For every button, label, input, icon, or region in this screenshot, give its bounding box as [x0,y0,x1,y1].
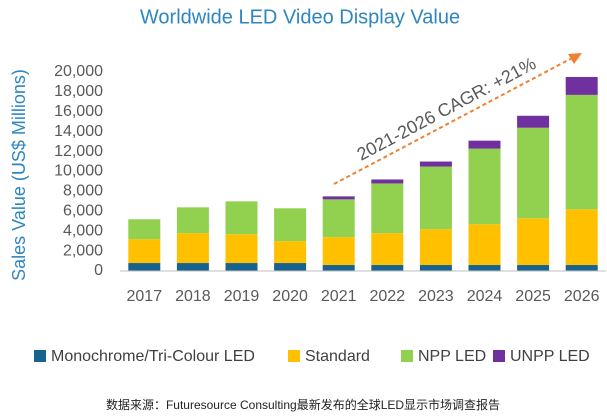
bar-segment [371,183,404,234]
bar-segment [322,237,355,266]
bar-segment [322,265,355,271]
x-tick-label: 2019 [224,288,260,305]
bar-segment [565,265,598,271]
bar-segment [468,140,501,149]
bar-segment [176,207,209,234]
x-tick-label: 2026 [564,288,600,305]
bar-segment [517,265,550,271]
y-tick-label: 0 [94,262,103,279]
bar-segment [225,263,258,271]
bar-segment [322,196,355,200]
x-tick-label: 2021 [321,288,357,305]
bar-segment [468,265,501,271]
legend-swatch [34,350,46,362]
y-tick-label: 20,000 [54,63,103,80]
y-tick-label: 18,000 [54,83,103,100]
y-tick-label: 2,000 [63,242,103,259]
bar-segment [176,233,209,264]
bar-segment [274,241,307,264]
legend-swatch [401,350,413,362]
bar-segment [225,234,258,264]
bar-segment [274,263,307,271]
legend-label: NPP LED [418,348,486,365]
x-tick-label: 2017 [127,288,163,305]
bar-segment [468,224,501,266]
bar-segment [274,208,307,242]
y-tick-label: 14,000 [54,123,103,140]
y-axis-label: Sales Value (US$ Millions) [9,69,29,281]
y-tick-label: 8,000 [63,183,103,200]
x-tick-label: 2020 [272,288,308,305]
y-tick-label: 16,000 [54,103,103,120]
bar-segment [225,201,258,235]
bar-segment [419,265,452,271]
x-tick-label: 2022 [370,288,406,305]
y-tick-label: 10,000 [54,163,103,180]
legend-swatch [493,350,505,362]
legend-label: Standard [305,348,370,365]
bar-segment [128,219,161,240]
bar-segment [468,148,501,225]
bar-segment [419,166,452,230]
bar-segment [565,209,598,266]
legend-label: UNPP LED [510,348,590,365]
arrow-head [568,53,582,64]
y-tick-label: 4,000 [63,222,103,239]
bar-segment [517,218,550,266]
legend-label: Monochrome/Tri-Colour LED [51,348,255,365]
legend-swatch [288,350,300,362]
bar-segment [371,265,404,271]
x-tick-label: 2024 [467,288,503,305]
y-tick-label: 6,000 [63,203,103,220]
bar-segment [565,94,598,210]
annotation: 2021-2026 CAGR: +21% [354,53,540,164]
bar-segment [419,161,452,167]
x-tick-label: 2023 [418,288,454,305]
chart-title: Worldwide LED Video Display Value [140,6,460,28]
bar-segment [517,127,550,219]
bar-segment [176,263,209,271]
trend-arrow [333,56,575,185]
bar-segment [565,76,598,95]
bar-segment [322,199,355,238]
bar-segment [371,233,404,266]
bar-segment [419,229,452,266]
bar-segment [371,179,404,184]
bar-segment [128,239,161,264]
x-tick-label: 2018 [175,288,211,305]
bar-segment [128,263,161,271]
y-tick-label: 12,000 [54,143,103,160]
source-note: 数据来源：Futuresource Consulting最新发布的全球LED显示… [106,397,500,412]
x-tick-label: 2025 [515,288,551,305]
bar-segment [517,115,550,128]
